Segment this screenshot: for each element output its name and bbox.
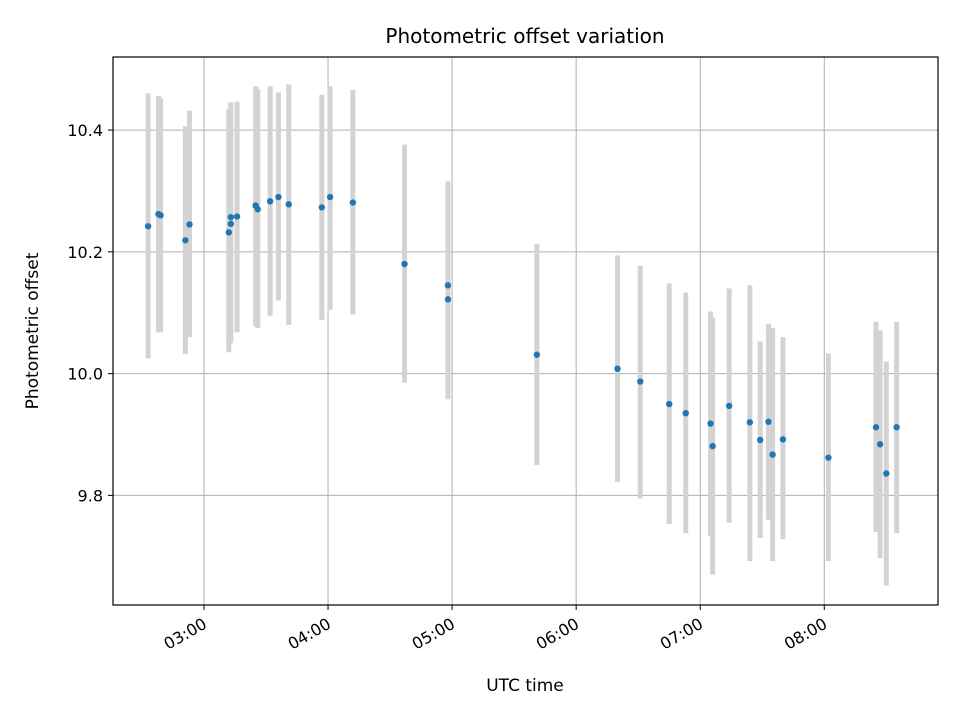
data-point bbox=[444, 296, 452, 303]
data-point bbox=[825, 454, 832, 461]
data-point bbox=[779, 436, 787, 443]
x-axis-title: UTC time bbox=[486, 676, 564, 696]
y-axis-title: Photometric offset bbox=[23, 252, 43, 409]
data-point bbox=[682, 410, 689, 417]
data-point bbox=[666, 400, 673, 408]
chart-title: Photometric offset variation bbox=[385, 24, 664, 48]
data-point bbox=[186, 221, 193, 228]
y-tick-label: 10.4 bbox=[67, 121, 103, 140]
data-point bbox=[756, 436, 764, 444]
data-point-layer bbox=[144, 193, 900, 477]
data-point bbox=[893, 424, 900, 431]
data-point bbox=[349, 199, 357, 206]
y-tick-label: 10.2 bbox=[67, 243, 103, 262]
data-point bbox=[709, 442, 716, 450]
y-tick-label: 10.0 bbox=[67, 365, 103, 384]
data-point bbox=[876, 441, 884, 448]
data-point bbox=[275, 193, 282, 201]
data-point bbox=[872, 424, 880, 431]
data-point bbox=[883, 470, 890, 477]
data-point bbox=[725, 402, 733, 410]
data-point bbox=[157, 212, 164, 219]
data-point bbox=[227, 213, 235, 221]
data-point bbox=[326, 193, 334, 201]
data-point bbox=[533, 351, 541, 358]
data-point bbox=[769, 451, 776, 458]
data-point bbox=[318, 204, 326, 211]
data-point bbox=[285, 201, 292, 208]
plot-frame bbox=[112, 56, 939, 606]
data-point bbox=[614, 365, 621, 372]
y-axis-ticks: 9.8 10.0 10.2 10.4 bbox=[67, 121, 113, 505]
data-point bbox=[225, 229, 232, 236]
data-point bbox=[182, 237, 189, 244]
data-point bbox=[707, 420, 714, 427]
data-point bbox=[233, 213, 241, 220]
data-point bbox=[765, 418, 772, 425]
data-point bbox=[401, 260, 408, 268]
y-tick-label: 9.8 bbox=[78, 486, 103, 505]
data-point bbox=[144, 223, 152, 230]
data-point bbox=[746, 419, 754, 426]
data-point bbox=[637, 378, 644, 385]
data-point bbox=[266, 198, 274, 205]
data-point bbox=[227, 220, 235, 228]
data-point bbox=[254, 206, 261, 213]
data-point bbox=[444, 282, 452, 289]
